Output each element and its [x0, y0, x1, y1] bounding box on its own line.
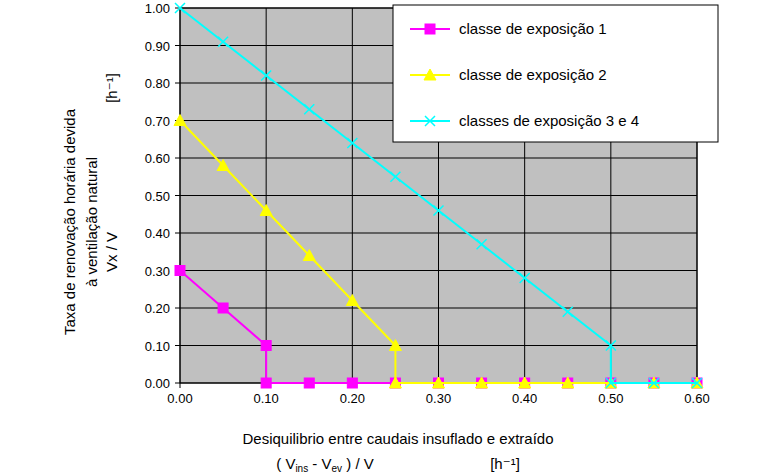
marker	[563, 378, 573, 388]
legend: classe de exposição 1 classe de exposição…	[393, 5, 718, 142]
legend-marker	[425, 116, 435, 126]
marker	[217, 160, 229, 171]
formula-part: - V	[308, 455, 331, 472]
marker	[347, 378, 357, 388]
x-axis-unit: [h⁻¹]	[490, 455, 520, 472]
grid-line	[180, 158, 697, 159]
grid-line	[180, 345, 697, 346]
marker	[390, 172, 400, 182]
tick	[175, 308, 180, 309]
x-axis-formula: ( Vins - Vev ) / V	[276, 455, 374, 474]
tick	[180, 383, 181, 388]
grid-line	[180, 308, 697, 309]
marker	[476, 377, 488, 388]
marker	[519, 377, 531, 388]
marker	[692, 378, 702, 388]
y-axis-title: Vx / V	[103, 232, 120, 272]
tick	[175, 83, 180, 84]
y-tick-label: 0.80	[145, 76, 170, 91]
marker	[175, 266, 185, 276]
legend-label: classe de exposição 2	[459, 66, 607, 83]
series-line	[180, 271, 697, 384]
tick	[175, 233, 180, 234]
grid-line	[180, 270, 697, 271]
formula-part: ) / V	[342, 455, 374, 472]
y-tick-label: 0.90	[145, 39, 170, 54]
formula-part: ev	[332, 463, 343, 474]
formula-part: ins	[295, 463, 308, 474]
tick	[175, 195, 180, 196]
legend-label: classes de exposição 3 e 4	[459, 112, 639, 129]
series	[175, 266, 702, 389]
y-axis-title: Taxa de renovação horária devida	[61, 108, 78, 335]
marker	[477, 239, 487, 249]
y-tick-label: 0.60	[145, 151, 170, 166]
marker	[261, 71, 271, 81]
marker	[261, 378, 271, 388]
chart: 0.00 0.10 0.20 0.30 0.40 0.50 0.60 0.00 0.10 0.20…	[0, 0, 767, 475]
marker	[433, 377, 445, 388]
marker	[218, 37, 228, 47]
legend-marker	[425, 24, 435, 34]
tick	[175, 383, 180, 384]
x-tick-label: 0.60	[684, 391, 709, 406]
marker	[434, 206, 444, 216]
marker	[520, 378, 530, 388]
y-tick-label: 0.00	[145, 376, 170, 391]
marker	[520, 273, 530, 283]
legend-marker	[424, 69, 436, 80]
marker	[261, 341, 271, 351]
tick	[175, 158, 180, 159]
y-axis-title: à ventilação natural	[83, 157, 100, 287]
marker	[260, 205, 272, 216]
marker	[303, 250, 315, 261]
marker	[389, 377, 401, 388]
marker	[649, 378, 659, 388]
y-tick-label: 0.20	[145, 301, 170, 316]
marker	[434, 378, 444, 388]
formula-part: ( V	[276, 455, 295, 472]
legend-label: classe de exposição 1	[459, 20, 607, 37]
tick	[175, 345, 180, 346]
marker	[562, 377, 574, 388]
grid-line	[180, 195, 697, 196]
marker	[304, 104, 314, 114]
marker	[477, 378, 487, 388]
tick	[175, 45, 180, 46]
marker	[346, 295, 358, 306]
x-tick-label: 0.40	[512, 391, 537, 406]
y-tick-label: 0.10	[145, 339, 170, 354]
grid-line	[180, 233, 697, 234]
marker	[174, 115, 186, 126]
marker	[606, 378, 616, 388]
y-tick-label: 0.30	[145, 264, 170, 279]
marker	[347, 138, 357, 148]
x-tick-label: 0.20	[340, 391, 365, 406]
marker	[606, 341, 616, 351]
series	[174, 115, 703, 389]
x-tick-label: 0.50	[598, 391, 623, 406]
x-tick-label: 0.30	[426, 391, 451, 406]
series-line	[180, 121, 697, 384]
marker	[390, 378, 400, 388]
y-tick-label: 0.40	[145, 226, 170, 241]
marker	[175, 3, 185, 13]
marker	[389, 340, 401, 351]
y-axis-title: [h⁻¹]	[103, 73, 120, 103]
y-tick-label: 0.50	[145, 189, 170, 204]
marker	[218, 303, 228, 313]
x-axis-title: Desiquilibrio entre caudais insuflado e …	[242, 430, 553, 447]
y-tick-label: 1.00	[145, 1, 170, 16]
y-tick-label: 0.70	[145, 114, 170, 129]
legend-box	[393, 5, 718, 142]
marker	[304, 378, 314, 388]
x-tick-label: 0.10	[254, 391, 279, 406]
marker	[563, 307, 573, 317]
x-tick-label: 0.00	[167, 391, 192, 406]
